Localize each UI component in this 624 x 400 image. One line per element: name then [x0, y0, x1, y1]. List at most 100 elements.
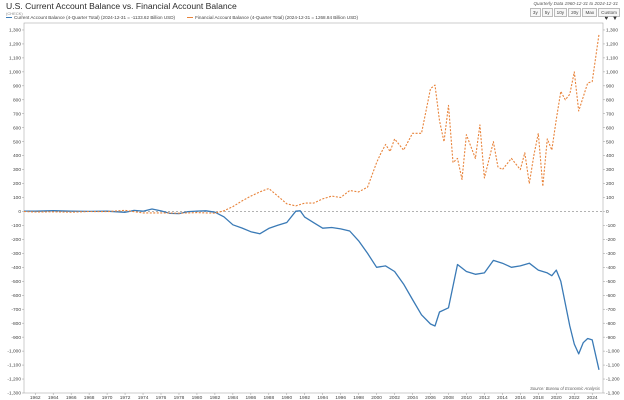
x-tick-label: 1972 [120, 395, 131, 400]
legend-swatch-dashed [187, 17, 194, 18]
y-tick-label: 500 [13, 139, 21, 145]
y-tick-label: 200 [606, 181, 614, 187]
y-tick-label: -200 [606, 237, 616, 243]
y-tick-label: -1,100 [7, 363, 21, 369]
x-tick-label: 1968 [84, 395, 95, 400]
x-tick-label: 2008 [443, 395, 454, 400]
plot-area [23, 22, 604, 394]
legend-label: Financial Account Balance (4-Quarter Tot… [195, 15, 359, 20]
x-tick-label: 1974 [138, 395, 149, 400]
y-tick-label: 800 [13, 97, 21, 103]
x-tick-label: 2012 [479, 395, 490, 400]
y-tick-label: 700 [13, 111, 21, 117]
y-tick-label: 600 [606, 125, 614, 131]
y-tick-label: 1,300 [9, 28, 21, 34]
source-label: Source: Bureau of Economic Analysis [530, 386, 601, 391]
range-selector: 3y 5y 10y 20y Max Custom [529, 8, 620, 17]
heart-icon[interactable]: ♥ [604, 16, 609, 22]
range-20y-button[interactable]: 20y [568, 8, 582, 17]
y-tick-label: -300 [606, 251, 616, 257]
y-tick-label: -800 [606, 321, 616, 327]
y-tick-label: -1,100 [606, 363, 620, 369]
x-tick-label: 1998 [353, 395, 364, 400]
y-tick-label: -1,200 [606, 377, 620, 383]
y-tick-label: -700 [606, 307, 616, 313]
chart-subtitle: (CHECK) [6, 11, 23, 16]
y-tick-label: 0 [18, 209, 21, 215]
legend-item-current-account[interactable]: Current Account Balance (4-Quarter Total… [6, 15, 175, 20]
legend: Current Account Balance (4-Quarter Total… [6, 15, 358, 20]
x-tick-label: 2024 [587, 395, 598, 400]
y-tick-label: -400 [606, 265, 616, 271]
x-tick-label: 2018 [533, 395, 544, 400]
y-tick-label: 1,200 [606, 42, 618, 48]
y-tick-label: 800 [606, 97, 614, 103]
x-tick-label: 2016 [515, 395, 526, 400]
x-tick-label: 2020 [551, 395, 562, 400]
y-tick-label: -400 [11, 265, 21, 271]
x-tick-label: 1970 [102, 395, 113, 400]
x-tick-label: 1982 [210, 395, 221, 400]
y-tick-label: 600 [13, 125, 21, 131]
range-10y-button[interactable]: 10y [553, 8, 568, 17]
legend-item-financial-account[interactable]: Financial Account Balance (4-Quarter Tot… [187, 15, 358, 20]
y-tick-label: 0 [606, 209, 609, 215]
y-tick-label: -600 [11, 293, 21, 299]
y-tick-label: 300 [606, 167, 614, 173]
x-tick-label: 1992 [299, 395, 310, 400]
y-tick-label: -700 [11, 307, 21, 313]
x-tick-label: 1988 [263, 395, 274, 400]
y-tick-label: -1,300 [7, 391, 21, 397]
chart-toolbar: ♥ ▼ [604, 15, 618, 23]
x-tick-label: 1994 [317, 395, 328, 400]
legend-swatch-solid [6, 17, 12, 18]
x-tick-label: 2022 [569, 395, 580, 400]
y-tick-label: -1,000 [7, 349, 21, 355]
y-tick-label: 100 [606, 195, 614, 201]
y-tick-label: -1,000 [606, 349, 620, 355]
y-tick-label: 1,000 [606, 69, 618, 75]
y-tick-label: 900 [13, 83, 21, 89]
x-tick-label: 1996 [335, 395, 346, 400]
y-tick-label: -300 [11, 251, 21, 257]
y-tick-label: -500 [606, 279, 616, 285]
x-tick-label: 1962 [30, 395, 41, 400]
y-tick-label: 500 [606, 139, 614, 145]
y-tick-label: -1,200 [7, 377, 21, 383]
y-tick-label: 1,100 [606, 56, 618, 62]
y-tick-label: -900 [11, 335, 21, 341]
x-tick-label: 1964 [48, 395, 59, 400]
range-5y-button[interactable]: 5y [541, 8, 553, 17]
x-tick-label: 1978 [174, 395, 185, 400]
y-tick-label: -900 [606, 335, 616, 341]
date-range: Quarterly Data 1960-12-31 to 2024-12-31 [533, 1, 618, 6]
y-tick-label: -800 [11, 321, 21, 327]
x-tick-label: 1966 [66, 395, 77, 400]
range-custom-button[interactable]: Custom [598, 8, 620, 17]
range-3y-button[interactable]: 3y [529, 8, 541, 17]
y-tick-label: -200 [11, 237, 21, 243]
series-line-financial-account [23, 34, 600, 214]
y-tick-label: -100 [11, 223, 21, 229]
y-tick-label: -1,300 [606, 391, 620, 397]
x-tick-label: 1984 [228, 395, 239, 400]
y-tick-label: 1,200 [9, 42, 21, 48]
y-tick-label: 700 [606, 111, 614, 117]
x-tick-label: 2006 [425, 395, 436, 400]
x-tick-label: 1986 [246, 395, 257, 400]
y-tick-label: 400 [13, 153, 21, 159]
x-tick-label: 1976 [156, 395, 167, 400]
x-tick-label: 2010 [461, 395, 472, 400]
y-tick-label: 200 [13, 181, 21, 187]
y-tick-label: 100 [13, 195, 21, 201]
y-tick-label: 1,300 [606, 28, 618, 34]
y-tick-label: 400 [606, 153, 614, 159]
y-tick-label: -500 [11, 279, 21, 285]
range-max-button[interactable]: Max [582, 8, 598, 17]
download-icon[interactable]: ▼ [612, 16, 618, 22]
chart-title: U.S. Current Account Balance vs. Financi… [6, 1, 237, 11]
y-tick-label: 900 [606, 83, 614, 89]
y-tick-label: 1,100 [9, 56, 21, 62]
x-tick-label: 2004 [407, 395, 418, 400]
